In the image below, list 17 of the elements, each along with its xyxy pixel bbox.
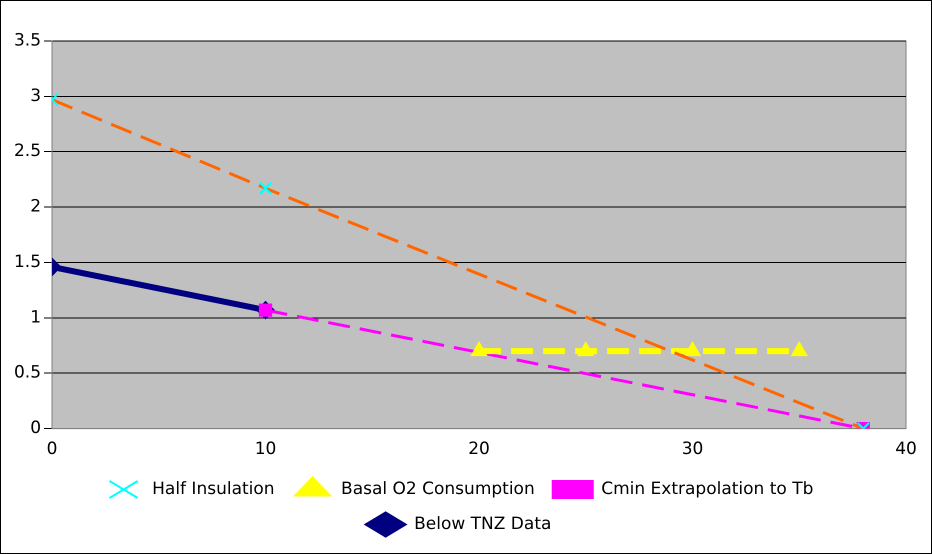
x-tick-label: 30 <box>682 439 704 460</box>
legend-label: Basal O2 Consumption <box>341 478 535 499</box>
legend-label: Below TNZ Data <box>414 514 552 534</box>
x-tick-label: 0 <box>46 439 58 460</box>
y-tick-label: 0.5 <box>14 362 42 383</box>
y-tick-label: 2.5 <box>14 141 42 162</box>
y-tick-label: 3.5 <box>14 30 42 50</box>
x-tick-label: 20 <box>468 439 490 460</box>
y-tick-label: 3 <box>30 86 42 106</box>
x-tick-label: 40 <box>895 439 917 460</box>
y-tick-label: 1.5 <box>14 252 42 272</box>
x-tick-label: 10 <box>254 439 276 460</box>
legend-label: Cmin Extrapolation to Tb <box>601 478 814 499</box>
y-tick-label: 2 <box>30 196 42 217</box>
legend-label: Half Insulation <box>152 478 275 499</box>
y-tick-label: 1 <box>30 307 42 328</box>
y-tick-label: 0 <box>30 418 42 438</box>
